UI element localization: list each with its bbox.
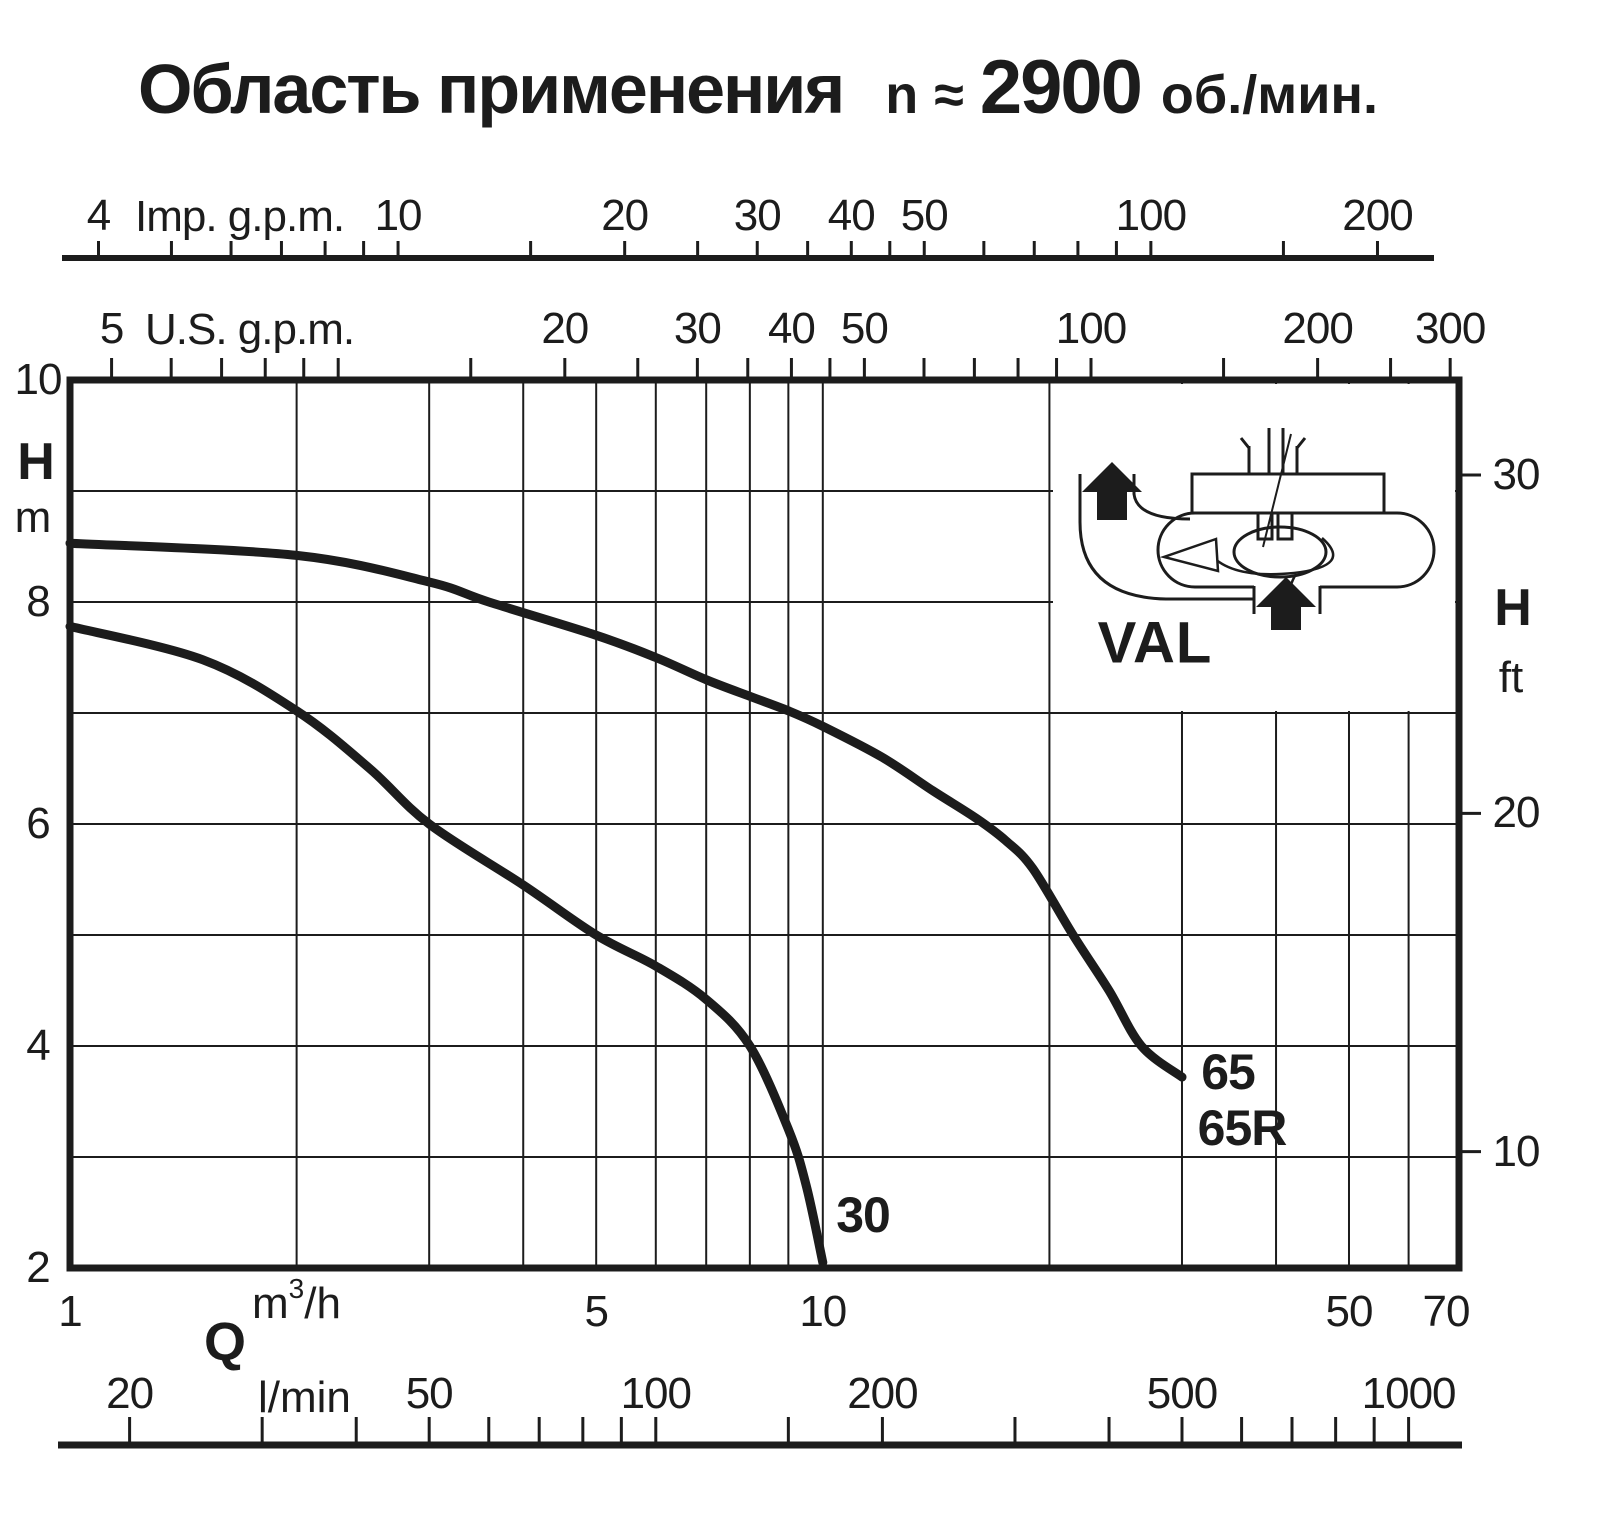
flow-arrow-left-icon (1159, 537, 1220, 573)
q-m3h-label-70: 70 (1422, 1287, 1471, 1336)
inset-model-label: VAL (1097, 610, 1213, 676)
h-m-label-6: 6 (26, 799, 51, 848)
curve-label-65r: 65R (1197, 1100, 1288, 1156)
imp-gpm-label-20: 20 (601, 191, 649, 240)
q-m3h-label-10: 10 (799, 1287, 847, 1336)
q-lmin-label-100: 100 (620, 1369, 692, 1418)
inlet-stubs (1252, 586, 1322, 614)
approx-icon: ≈ (934, 65, 964, 125)
imp-gpm-label-40: 40 (827, 191, 876, 240)
imp-gpm-label-200: 200 (1342, 191, 1413, 240)
h-ft-label-30: 30 (1492, 450, 1541, 500)
imp-gpm-label-50: 50 (900, 191, 949, 240)
up-arrow-icon-inlet (1256, 577, 1316, 630)
speed-value: 2900 (979, 45, 1143, 130)
h-ft-label-10: 10 (1492, 1126, 1541, 1176)
curve-label-65: 65 (1201, 1044, 1256, 1100)
title-text: Область применения (138, 50, 845, 128)
q-lmin-label-1000: 1000 (1361, 1369, 1457, 1418)
suction-channel-inner (1132, 474, 1191, 521)
h-m-label-2: 2 (26, 1243, 51, 1292)
us-gpm-label-40: 40 (767, 304, 816, 353)
pump-schematic-icon (1078, 428, 1436, 630)
q-m3h-label-1: 1 (58, 1287, 83, 1336)
m3h-base: m (252, 1278, 289, 1328)
imp-gpm-label-30: 30 (733, 191, 782, 240)
page-title: Область применения n ≈ 2900 об./мин. (138, 44, 1378, 131)
curve-label-30: 30 (836, 1187, 891, 1243)
bottom-axis-label-q: Q (203, 1312, 247, 1372)
imp-gpm-axis-label: Imp. g.p.m. (135, 192, 345, 241)
us-gpm-label-30: 30 (673, 304, 722, 353)
q-lmin-label-20: 20 (106, 1369, 154, 1418)
q-m3h-label-50: 50 (1325, 1287, 1374, 1336)
q-lmin-label-50: 50 (405, 1369, 454, 1418)
imp-gpm-label-10: 10 (374, 191, 423, 240)
left-axis-label-h: H (17, 433, 55, 491)
h-m-label-4: 4 (26, 1021, 51, 1070)
imp-gpm-label-4: 4 (86, 191, 112, 240)
curve-30 (65, 621, 828, 1267)
plot-frame (66, 376, 1463, 1272)
bottom-axis-unit-lmin: l/min (258, 1373, 351, 1422)
us-gpm-axis-label: U.S. g.p.m. (145, 305, 355, 354)
m3h-sup: 3 (288, 1273, 305, 1305)
q-lmin-label-500: 500 (1146, 1369, 1218, 1418)
left-axis-unit-m: m (14, 493, 52, 542)
right-axis-label-h: H (1494, 579, 1532, 637)
h-m-label-10: 10 (14, 355, 63, 404)
us-gpm-label-5: 5 (99, 304, 125, 353)
us-gpm-label-100: 100 (1055, 304, 1127, 353)
us-gpm-label-200: 200 (1282, 304, 1353, 353)
discharge-pipes (1239, 428, 1307, 474)
us-gpm-label-50: 50 (840, 304, 889, 353)
us-gpm-label-300: 300 (1414, 304, 1486, 353)
impeller-ellipse (1232, 525, 1328, 579)
us-gpm-label-20: 20 (541, 304, 589, 353)
h-m-label-8: 8 (26, 577, 51, 626)
right-axis-unit-ft: ft (1498, 653, 1524, 702)
imp-gpm-label-100: 100 (1115, 191, 1187, 240)
flow-swirl (1211, 537, 1335, 576)
speed-unit: об./мин. (1160, 65, 1379, 125)
curve-65-65R (65, 538, 1187, 1082)
m3h-rest: /h (304, 1278, 341, 1328)
q-m3h-label-5: 5 (584, 1287, 609, 1336)
q-lmin-label-200: 200 (847, 1369, 918, 1418)
bottom-axis-unit-m3h: m3/h (252, 1273, 341, 1329)
up-arrow-icon-outlet (1082, 462, 1142, 520)
speed-symbol: n (885, 65, 919, 125)
inset-box (1053, 384, 1455, 711)
suction-channel-outer (1078, 474, 1254, 601)
h-ft-label-20: 20 (1492, 788, 1541, 838)
